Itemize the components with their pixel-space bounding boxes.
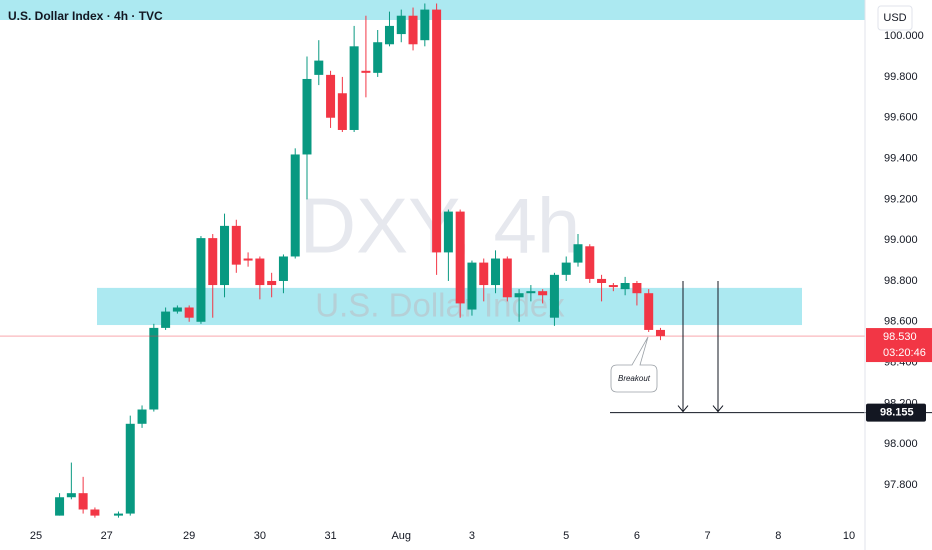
x-tick-label: 29 [183, 530, 195, 542]
x-tick-label: 27 [101, 530, 113, 542]
candle-body [561, 262, 571, 275]
candle-body [479, 262, 489, 286]
candle-body [243, 258, 253, 261]
candle-body [66, 493, 76, 498]
candle-body [220, 225, 230, 286]
x-tick-label: 3 [469, 530, 475, 542]
x-tick-label: 6 [634, 530, 640, 542]
y-tick-label: 98.600 [884, 316, 918, 328]
candle-body [137, 409, 147, 424]
candle-body [326, 74, 336, 118]
currency-label: USD [883, 12, 906, 24]
candle-body [455, 211, 465, 304]
candle-body [208, 238, 218, 286]
candle-body [55, 497, 65, 516]
candle-body [90, 509, 100, 516]
candle-body [597, 278, 607, 284]
x-tick-label: Aug [391, 530, 411, 542]
candle-body [172, 307, 182, 312]
last-price-label: 98.530 [883, 331, 917, 343]
candle-body [255, 258, 265, 286]
y-tick-label: 98.800 [884, 275, 918, 287]
candle-body [608, 285, 618, 288]
callout-text: Breakout [618, 374, 651, 383]
overlay: Breakout [0, 281, 932, 414]
candle-body [373, 42, 383, 73]
arrow-head [712, 405, 724, 413]
candle-body [384, 25, 394, 45]
candle-body [396, 15, 406, 35]
y-tick-label: 99.200 [884, 193, 918, 205]
y-tick-label: 99.800 [884, 71, 918, 83]
target-box [866, 403, 926, 422]
candle-body [184, 307, 194, 318]
candle-body [538, 291, 548, 296]
chart-title: U.S. Dollar Index · 4h · TVC [8, 9, 163, 23]
callout [610, 336, 658, 393]
currency-box [877, 5, 913, 31]
candle-body [161, 311, 171, 328]
candle-body [443, 211, 453, 253]
candle-body [632, 283, 642, 294]
candle-body [585, 246, 595, 279]
target-label: 98.155 [880, 406, 914, 418]
candles [55, 3, 665, 518]
y-tick-label: 99.600 [884, 112, 918, 124]
candle-body [467, 262, 477, 310]
candle-body [420, 9, 430, 41]
x-tick-label: 31 [324, 530, 336, 542]
candle-body [149, 327, 159, 410]
candle-body [78, 493, 88, 510]
x-tick-label: 8 [775, 530, 781, 542]
candle-body [314, 60, 324, 75]
candle-body [549, 274, 559, 318]
x-tick-label: 25 [30, 530, 42, 542]
arrow-head [677, 405, 689, 413]
candle-body [620, 283, 630, 290]
last-price-box [866, 328, 932, 363]
candle-body [113, 513, 123, 516]
candle-body [302, 78, 312, 155]
countdown-label: 03:20:46 [883, 347, 926, 359]
candle-body [231, 225, 241, 265]
candle-body [290, 154, 300, 257]
candle-body [432, 9, 442, 253]
x-tick-label: 10 [843, 530, 855, 542]
candle-body [491, 258, 501, 286]
y-tick-label: 98.000 [884, 438, 918, 450]
x-tick-label: 5 [563, 530, 569, 542]
candle-body [361, 70, 371, 73]
candle-body [278, 256, 288, 281]
candle-body [267, 280, 277, 286]
x-tick-label: 30 [254, 530, 266, 542]
y-tick-label: 100.000 [884, 30, 924, 42]
y-tick-label: 99.400 [884, 152, 918, 164]
zone [97, 287, 802, 326]
x-tick-label: 7 [705, 530, 711, 542]
candle-body [655, 329, 665, 337]
candle-body [502, 258, 512, 298]
candle-body [349, 46, 359, 130]
candle-body [526, 291, 536, 294]
candle-body [573, 244, 583, 263]
candle-body [196, 238, 206, 322]
candle-body [644, 293, 654, 330]
y-tick-label: 99.000 [884, 234, 918, 246]
watermark-name: U.S. Dollar Index [315, 287, 565, 324]
candle-body [514, 293, 524, 298]
candle-body [125, 423, 135, 514]
axis: 25 27 29 30 31 Aug 3 5 6 7 8 1097.80098.00098.20098… [30, 5, 932, 542]
y-tick-label: 97.800 [884, 479, 918, 491]
candle-body [337, 93, 347, 130]
candle-body [408, 15, 418, 45]
